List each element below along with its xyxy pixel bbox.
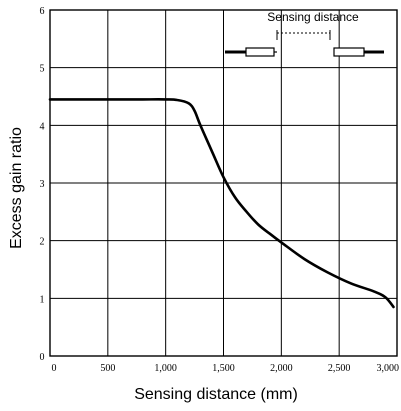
- x-tick-label: 0: [52, 363, 57, 374]
- plot-frame: [49, 9, 398, 357]
- y-tick-label: 2: [40, 237, 45, 248]
- y-axis-label: Excess gain ratio: [8, 127, 25, 249]
- y-tick-label: 4: [40, 121, 45, 132]
- y-tick-label: 1: [40, 294, 45, 305]
- x-tick-label: 2,500: [328, 363, 351, 374]
- x-tick-label: 1,500: [212, 363, 235, 374]
- inset-receiver-body: [333, 47, 365, 57]
- inset-label: Sensing distance: [267, 10, 359, 24]
- sensing-distance-inset: Sensing distance: [225, 10, 384, 57]
- grid-lines: [50, 10, 397, 356]
- inset-emitter-body: [245, 47, 275, 57]
- y-tick-label: 6: [40, 6, 45, 17]
- x-tick-label: 1,000: [154, 363, 177, 374]
- x-tick-labels: 0 500 1,000 1,500 2,000 2,500 3,000: [52, 363, 400, 374]
- y-tick-labels: 0 1 2 3 4 5 6: [40, 6, 45, 363]
- x-tick-label: 3,000: [377, 363, 400, 374]
- x-axis-label: Sensing distance (mm): [134, 386, 298, 403]
- y-tick-label: 5: [40, 64, 45, 75]
- series-line: [48, 98, 395, 309]
- x-tick-label: 500: [100, 363, 115, 374]
- y-tick-label: 0: [40, 352, 45, 363]
- y-tick-label: 3: [40, 179, 45, 190]
- x-tick-label: 2,000: [270, 363, 293, 374]
